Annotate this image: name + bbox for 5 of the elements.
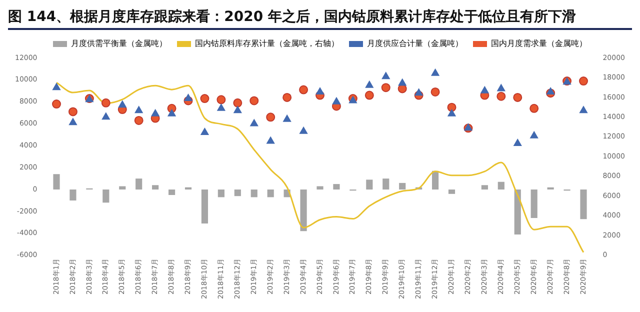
legend-label: 月度供应合计量（金属吨） bbox=[367, 39, 463, 48]
legend-label: 国内钴原料库存累计量（金属吨，右轴） bbox=[195, 39, 339, 48]
chart-title: 图 144、根据月度库存跟踪来看：2020 年之后，国内钴原料累计库存处于低位且有所下滑 bbox=[8, 8, 632, 30]
legend-label: 月度供需平衡量（金属吨） bbox=[71, 39, 167, 48]
legend-label: 国内月度需求量（金属吨） bbox=[491, 39, 587, 48]
